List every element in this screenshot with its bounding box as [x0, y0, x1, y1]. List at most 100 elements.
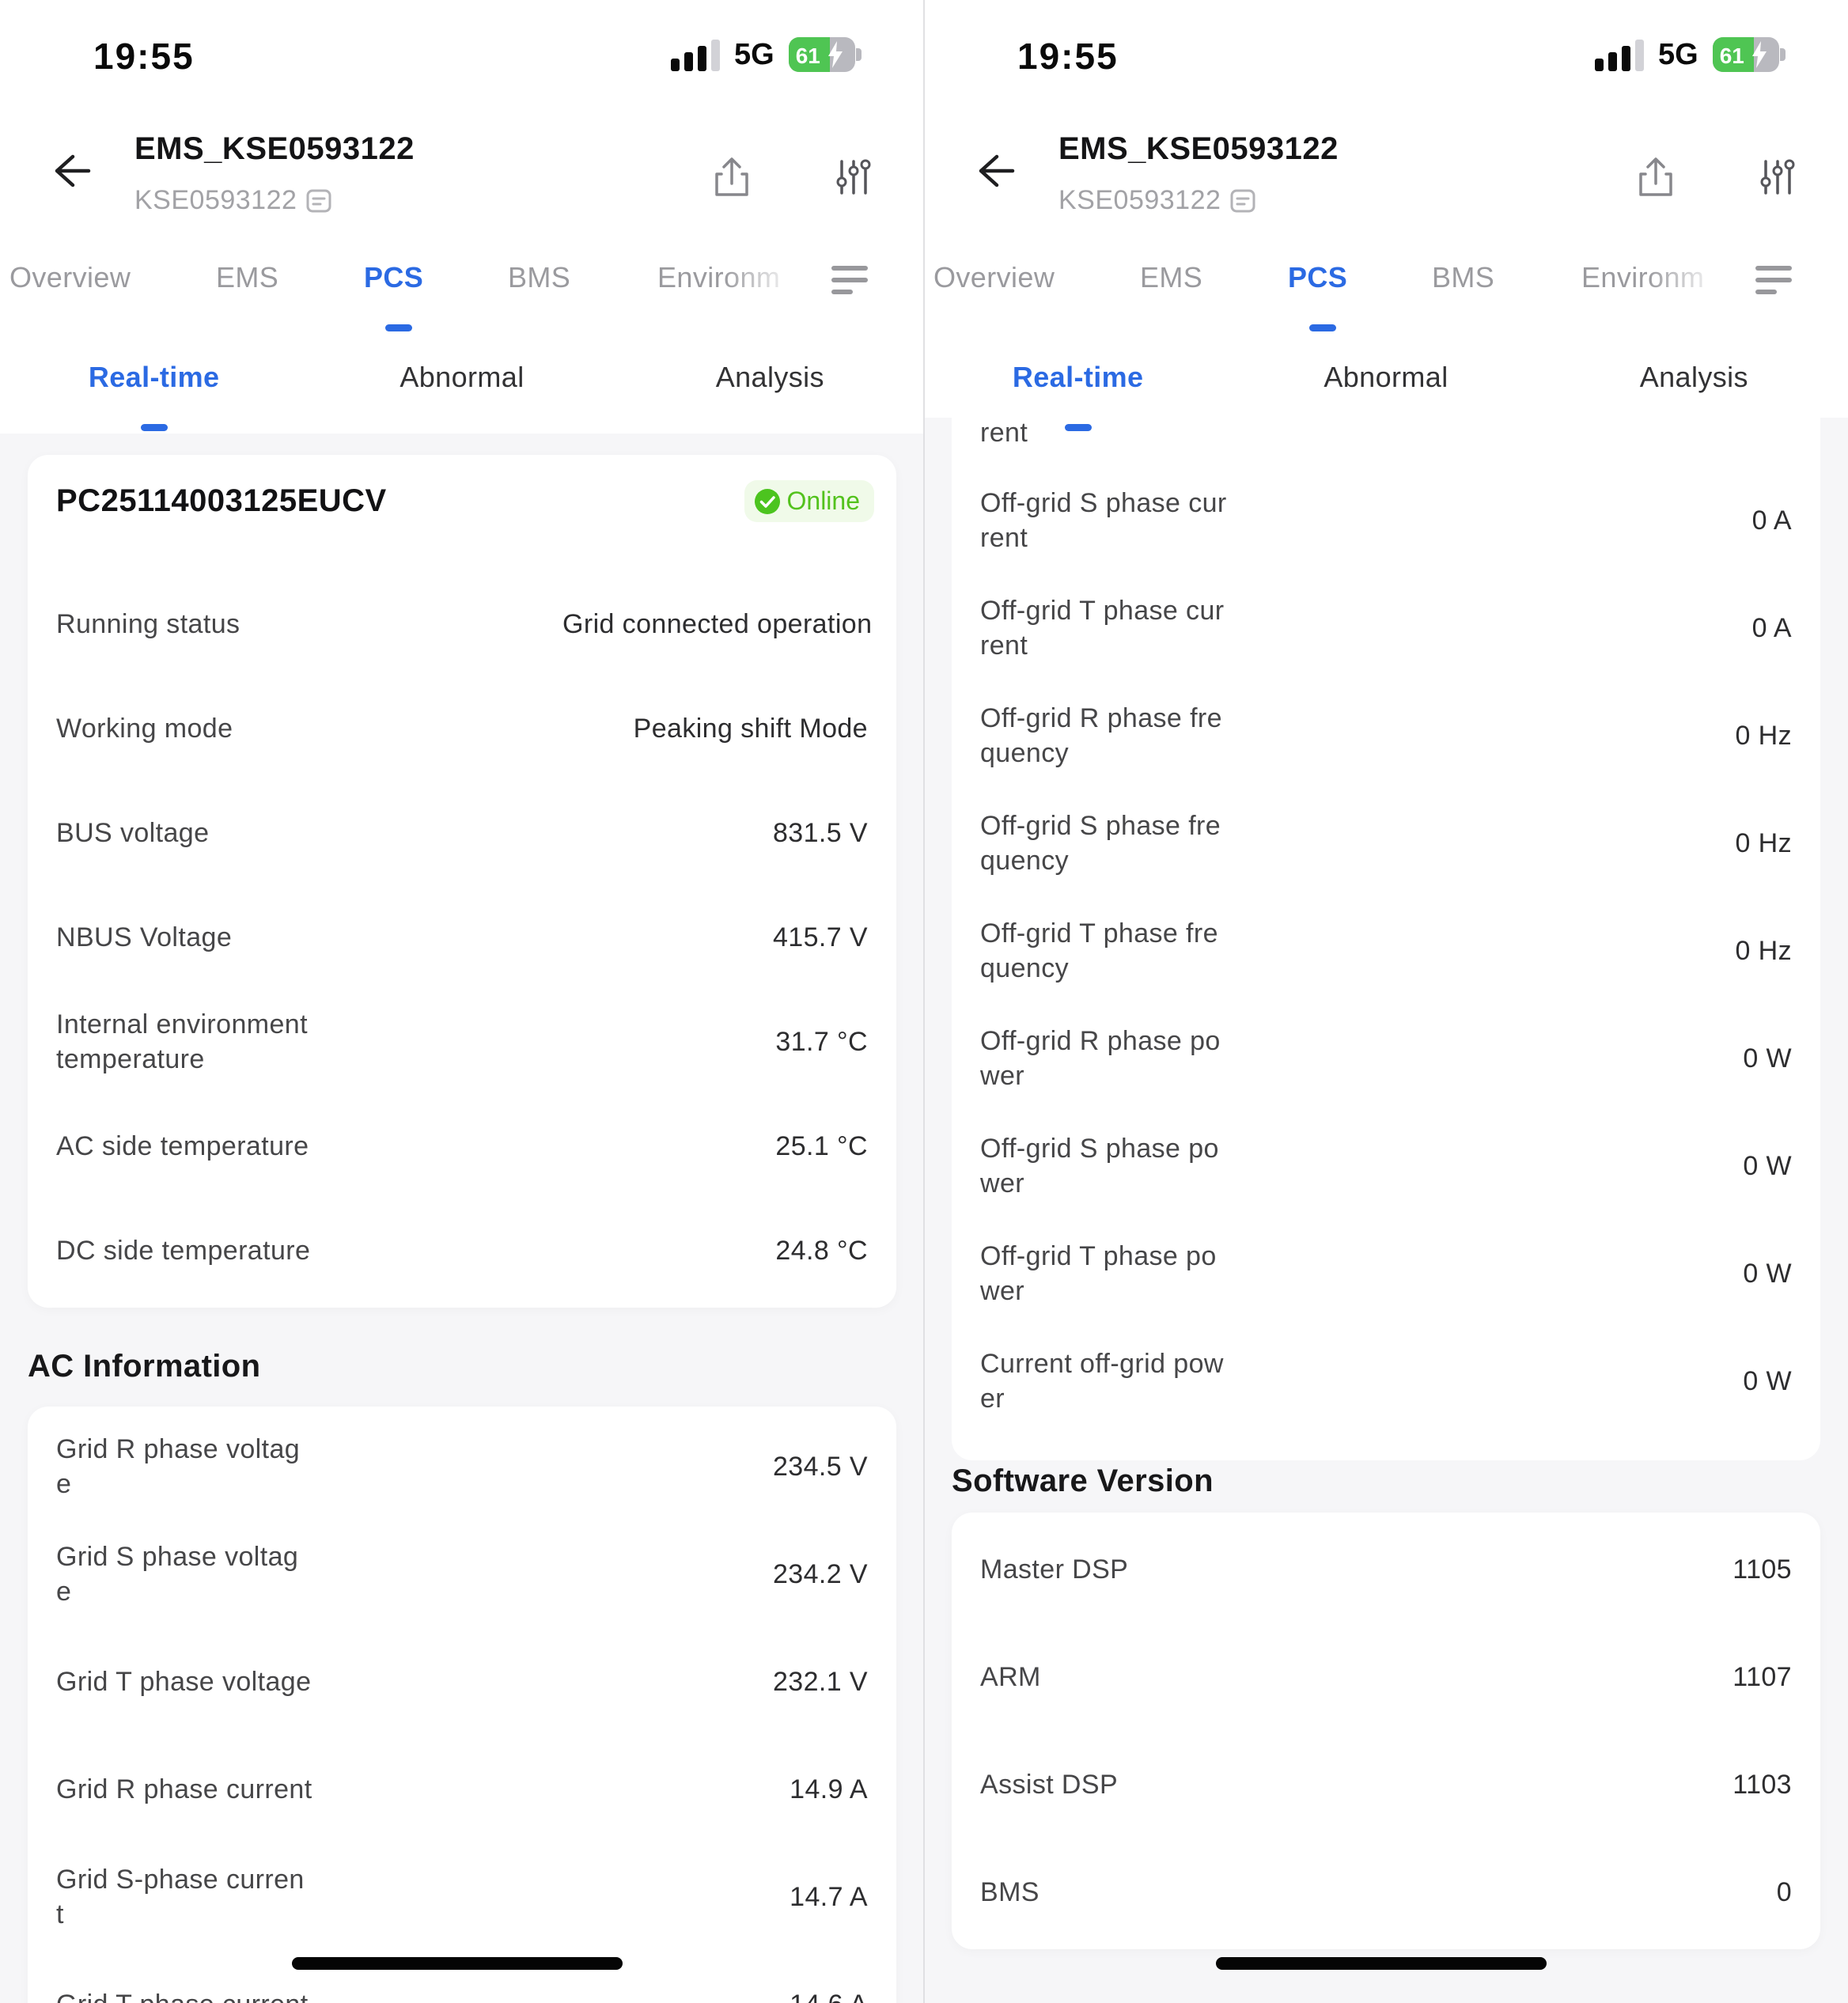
row-value: 0 A: [1751, 612, 1792, 643]
table-row: Grid R phase voltag e 234.5 V: [56, 1434, 868, 1499]
section-title-software-version: Software Version: [952, 1463, 1214, 1498]
sub-tab-bar: Real-time Abnormal Analysis: [924, 361, 1848, 431]
table-row: Internal environment temperature 31.7 °C: [56, 1009, 868, 1074]
table-row: Off-grid S phase po wer 0 W: [980, 1134, 1792, 1198]
off-grid-info-card: rent Off-grid S phase cur rent 0 A Off-gri…: [952, 418, 1820, 1460]
table-row: DC side temperature 24.8 °C: [56, 1235, 868, 1267]
tab-pcs[interactable]: PCS: [364, 261, 424, 293]
sliders-icon[interactable]: [1758, 155, 1797, 198]
header-background: [0, 0, 924, 434]
status-cluster: 5G 61: [1595, 36, 1786, 73]
status-badge-label: Online: [786, 487, 861, 515]
table-row: Off-grid R phase po wer 0 W: [980, 1026, 1792, 1091]
subtab-abnormal[interactable]: Abnormal: [400, 361, 524, 393]
note-icon[interactable]: [306, 189, 331, 213]
row-value: 0 Hz: [1735, 720, 1792, 751]
table-row: Off-grid R phase fre quency 0 Hz: [980, 703, 1792, 768]
row-value: 0 W: [1743, 1365, 1792, 1396]
pcs-tab-indicator: [385, 324, 412, 331]
share-icon[interactable]: [712, 155, 752, 198]
pcs-device-card: PC25114003125EUCV Online Running status G…: [28, 455, 896, 1308]
signal-strength-icon: [1595, 36, 1644, 73]
realtime-tab-indicator: [141, 424, 168, 431]
back-arrow-icon: [55, 154, 91, 187]
table-row: ARM 1107: [980, 1661, 1792, 1693]
home-indicator[interactable]: [292, 1957, 623, 1970]
battery-percent: 61: [1719, 44, 1744, 68]
table-row: Working mode Peaking shift Mode: [56, 713, 868, 744]
clipped-row-label: rent: [980, 418, 1028, 448]
page-title: EMS_KSE0593122: [1058, 131, 1339, 166]
row-value: 31.7 °C: [775, 1026, 868, 1057]
subtab-analysis[interactable]: Analysis: [715, 361, 824, 393]
back-button[interactable]: [49, 149, 93, 193]
table-row: Grid R phase current 14.9 A: [56, 1774, 868, 1805]
row-value: Peaking shift Mode: [633, 713, 868, 744]
row-value: 14.7 A: [790, 1881, 868, 1912]
table-row: Off-grid S phase cur rent 0 A: [980, 488, 1792, 553]
subtab-realtime[interactable]: Real-time: [88, 361, 220, 393]
tab-environment[interactable]: Environm: [1581, 261, 1728, 294]
subtab-realtime[interactable]: Real-time: [1012, 361, 1144, 393]
tab-ems[interactable]: EMS: [1140, 261, 1203, 293]
tab-overview[interactable]: Overview: [933, 261, 1055, 293]
tab-pcs[interactable]: PCS: [1288, 261, 1348, 293]
table-row: BUS voltage 831.5 V: [56, 817, 868, 849]
table-row: NBUS Voltage 415.7 V: [56, 922, 868, 953]
status-time: 19:55: [1017, 36, 1119, 77]
tab-ems[interactable]: EMS: [216, 261, 279, 293]
home-indicator[interactable]: [1216, 1957, 1547, 1970]
software-version-card: Master DSP 1105 ARM 1107 Assist DSP 1103 BM…: [952, 1513, 1820, 1949]
row-value: 234.5 V: [772, 1451, 868, 1482]
share-icon[interactable]: [1636, 155, 1676, 198]
pcs-tab-indicator: [1309, 324, 1336, 331]
table-row: Off-grid T phase cur rent 0 A: [980, 596, 1792, 661]
back-arrow-icon: [979, 154, 1015, 187]
battery-icon: 61: [788, 37, 862, 72]
realtime-tab-indicator: [1065, 424, 1092, 431]
tab-overflow-menu-icon[interactable]: [831, 266, 868, 297]
page-title: EMS_KSE0593122: [134, 131, 415, 166]
row-value: 0 W: [1743, 1258, 1792, 1289]
status-cluster: 5G 61: [671, 36, 862, 73]
row-value: 0 A: [1751, 505, 1792, 536]
subtab-abnormal[interactable]: Abnormal: [1324, 361, 1448, 393]
row-value: 14.6 A: [562, 1990, 868, 2003]
subtab-analysis[interactable]: Analysis: [1639, 361, 1748, 393]
sliders-icon[interactable]: [834, 155, 873, 198]
device-subtitle: KSE0593122: [1058, 185, 1221, 215]
signal-strength-icon: [671, 36, 720, 73]
table-row: Assist DSP 1103: [980, 1769, 1792, 1800]
table-row: Grid S phase voltag e 234.2 V: [56, 1542, 868, 1607]
note-icon[interactable]: [1230, 189, 1255, 213]
table-row: Grid T phase voltage 232.1 V: [56, 1666, 868, 1698]
row-value: 831.5 V: [772, 817, 868, 848]
tab-bms[interactable]: BMS: [1432, 261, 1495, 293]
row-value: 0: [1776, 1876, 1792, 1907]
row-value: 1103: [1733, 1769, 1792, 1800]
row-value: Grid connected operation: [562, 608, 873, 639]
back-button[interactable]: [973, 149, 1017, 193]
row-value: 25.1 °C: [775, 1130, 868, 1161]
device-subtitle: KSE0593122: [134, 185, 297, 215]
battery-icon: 61: [1712, 37, 1786, 72]
row-value: 234.2 V: [772, 1558, 868, 1589]
row-value: 24.8 °C: [775, 1235, 868, 1266]
sub-tab-bar: Real-time Abnormal Analysis: [0, 361, 924, 431]
row-value: 14.9 A: [790, 1774, 868, 1804]
table-row: Current off-grid pow er 0 W: [980, 1349, 1792, 1414]
tab-environment[interactable]: Environm: [657, 261, 804, 294]
row-value: 1107: [1733, 1661, 1792, 1692]
tab-overview[interactable]: Overview: [9, 261, 131, 293]
tab-overflow-menu-icon[interactable]: [1755, 266, 1792, 297]
screenshot-divider: [923, 0, 925, 2003]
main-tab-bar: Overview EMS PCS BMS Environm: [0, 261, 924, 331]
left-screenshot-panel: 19:55 5G 61 EMS_KSE0593122 KSE0593122: [0, 0, 924, 2003]
tab-bms[interactable]: BMS: [508, 261, 571, 293]
device-name: PC25114003125EUCV: [56, 483, 387, 518]
table-row: Master DSP 1105: [980, 1554, 1792, 1585]
battery-percent: 61: [795, 44, 820, 68]
status-badge: Online: [744, 480, 874, 522]
row-value: 232.1 V: [772, 1666, 868, 1697]
header-background: [924, 0, 1848, 418]
